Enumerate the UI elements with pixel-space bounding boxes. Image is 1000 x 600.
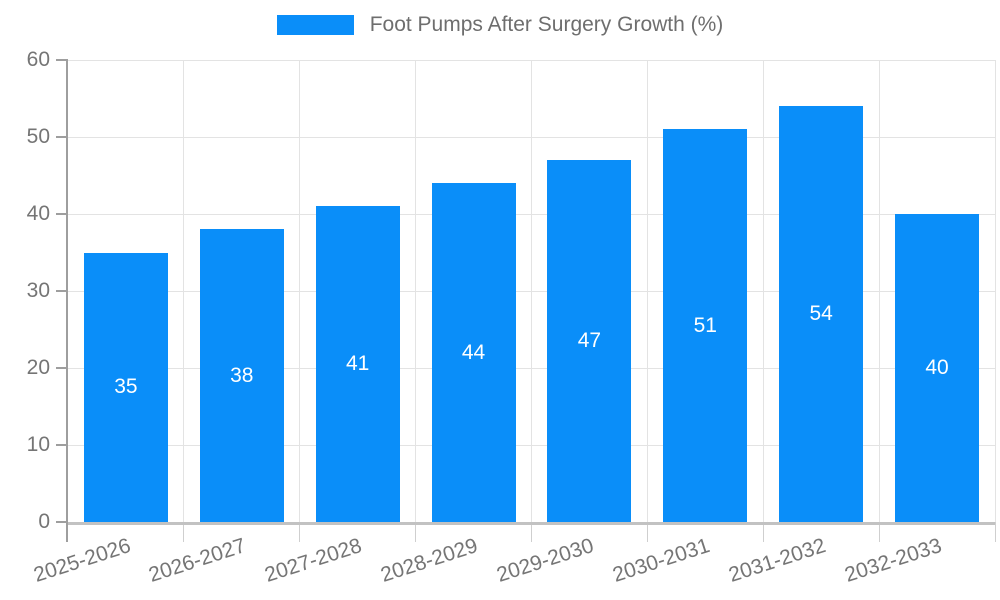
x-axis-tick xyxy=(994,522,996,542)
bar[interactable] xyxy=(895,214,980,522)
gridline-vertical xyxy=(646,60,648,522)
y-axis-label: 10 xyxy=(26,433,50,456)
y-axis-tick xyxy=(56,136,68,138)
x-axis-label: 2031-2032 xyxy=(725,534,829,587)
bar[interactable] xyxy=(547,160,632,522)
bar-value-label: 54 xyxy=(809,302,833,326)
x-axis-label: 2029-2030 xyxy=(493,534,597,587)
y-axis-tick xyxy=(56,213,68,215)
bar[interactable] xyxy=(83,252,168,522)
bar[interactable] xyxy=(315,206,400,522)
x-axis-tick xyxy=(762,522,764,542)
y-axis-tick xyxy=(56,367,68,369)
bar-value-label: 44 xyxy=(461,340,486,364)
x-axis-tick xyxy=(183,522,185,542)
gridline-vertical xyxy=(415,60,417,522)
x-axis-tick xyxy=(878,522,880,542)
x-axis-tick xyxy=(646,522,648,542)
gridline-vertical xyxy=(299,60,301,522)
x-axis-tick xyxy=(531,522,532,542)
x-axis-tick xyxy=(415,522,417,542)
x-axis-tick xyxy=(299,522,301,542)
bar-value-label: 51 xyxy=(693,313,717,337)
legend-label: Foot Pumps After Surgery Growth (%) xyxy=(369,13,724,36)
bar-value-label: 41 xyxy=(346,352,370,376)
gridline-vertical xyxy=(878,60,880,522)
y-axis-label: 30 xyxy=(26,279,50,302)
gridline-vertical xyxy=(994,60,996,522)
y-axis-label: 20 xyxy=(26,356,50,379)
y-axis-line xyxy=(66,60,68,522)
x-axis-label: 2026-2027 xyxy=(146,534,249,587)
bar-value-label: 38 xyxy=(230,363,254,387)
bar[interactable] xyxy=(199,229,284,522)
y-axis-tick xyxy=(56,521,68,523)
gridline-vertical xyxy=(762,60,764,522)
x-axis-label: 2032-2033 xyxy=(841,534,945,587)
legend-swatch xyxy=(276,15,354,35)
bar-value-label: 35 xyxy=(114,375,138,399)
bar-value-label: 40 xyxy=(925,356,949,379)
x-axis-line xyxy=(68,522,995,525)
y-axis-label: 50 xyxy=(26,125,50,148)
x-axis-label: 2025-2026 xyxy=(30,534,134,587)
bar-value-label: 47 xyxy=(577,329,602,353)
y-axis-label: 40 xyxy=(26,202,50,225)
y-axis-tick xyxy=(56,59,68,61)
x-axis-tick xyxy=(66,522,68,542)
y-axis-tick xyxy=(56,444,68,446)
bar[interactable] xyxy=(431,183,516,522)
x-axis-label: 2027-2028 xyxy=(262,534,365,587)
legend[interactable]: Foot Pumps After Surgery Growth (%) xyxy=(0,13,1000,37)
y-axis-label: 60 xyxy=(26,48,50,71)
y-axis-label: 0 xyxy=(38,510,50,533)
y-axis-tick xyxy=(56,290,68,292)
bar[interactable] xyxy=(663,129,748,522)
bar[interactable] xyxy=(779,106,864,522)
x-axis-label: 2030-2031 xyxy=(609,534,713,587)
x-axis-label: 2028-2029 xyxy=(378,534,481,587)
gridline-vertical xyxy=(531,60,532,522)
gridline-vertical xyxy=(183,60,185,522)
